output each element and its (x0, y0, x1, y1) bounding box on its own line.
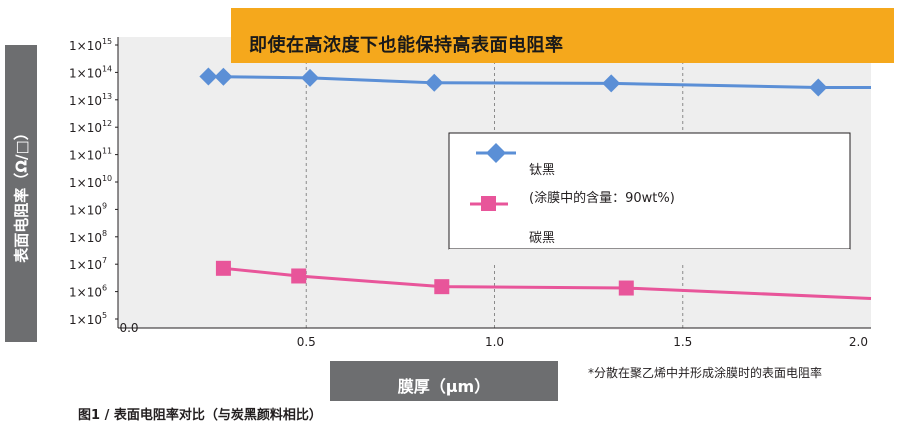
legend: 钛黑 (涂膜中的含量：90wt%) 碳黑 (448, 132, 851, 264)
y-tick-label: 1×1015 (69, 37, 112, 53)
y-tick-label: 1×105 (69, 311, 107, 327)
headline-banner: 即使在高浓度下也能保持高表面电阻率 (231, 8, 894, 63)
legend-content-label: (涂膜中的含量：90wt%) (529, 190, 675, 206)
data-point (809, 78, 828, 97)
y-tick-label: 1×1011 (69, 147, 112, 163)
y-tick-label: 1×106 (69, 284, 107, 300)
series (199, 67, 872, 300)
y-tick-label: 1×1010 (69, 174, 112, 190)
legend-carbon-marker (481, 196, 496, 211)
data-point (434, 279, 450, 295)
y-tick-labels: 1×105 1×106 1×107 1×108 1×109 1×1010 1×1011 1×1… (69, 37, 118, 327)
y-tick-label: 1×1013 (69, 92, 112, 108)
x-tick-label: 0.0 (119, 321, 138, 335)
y-tick-label: 1×1014 (69, 64, 112, 80)
legend-titanium-marker (486, 143, 506, 163)
data-point (199, 67, 218, 86)
y-axis-title-box: 表面电阻率（Ω/□） (5, 45, 37, 342)
data-point (618, 280, 634, 296)
x-tick-label: 1.0 (485, 335, 504, 349)
y-tick-label: 1×109 (69, 201, 107, 217)
legend-box-bottom-band (449, 249, 850, 264)
x-tick-label: 2.0 (849, 335, 868, 349)
x-axis-title-box: 膜厚（μm） (330, 361, 558, 401)
legend-carbon-label: 碳黑 (529, 231, 555, 246)
figure-caption: 图1 / 表面电阻率对比（与炭黑颜料相比） (78, 408, 322, 423)
x-tick-label: 1.5 (673, 335, 692, 349)
x-tick-label: 0.5 (297, 335, 316, 349)
data-point (425, 73, 444, 92)
legend-titanium-label: 钛黑 (529, 163, 555, 178)
data-point (602, 74, 621, 93)
footnote: *分散在聚乙烯中并形成涂膜时的表面电阻率 (588, 366, 823, 380)
x-tick-labels: 0.0 0.5 1.0 1.5 2.0 (119, 321, 868, 349)
y-tick-label: 1×1012 (69, 119, 112, 135)
data-point (301, 68, 320, 87)
y-tick-label: 1×108 (69, 229, 107, 245)
headline-text: 即使在高浓度下也能保持高表面电阻率 (249, 35, 564, 56)
y-tick-label: 1×107 (69, 256, 107, 272)
y-axis-title: 表面电阻率（Ω/□） (12, 124, 31, 263)
data-point (215, 260, 231, 276)
data-point (291, 268, 307, 284)
data-point (214, 67, 233, 86)
x-axis-title: 膜厚（μm） (397, 377, 491, 396)
